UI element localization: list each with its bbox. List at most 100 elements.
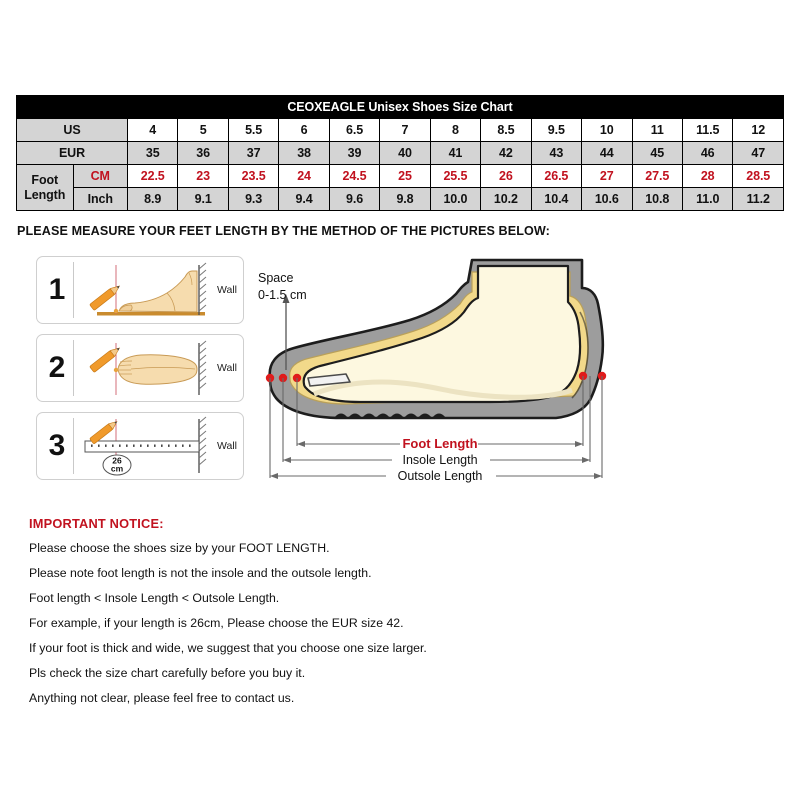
- cell-eur-3: 38: [278, 141, 330, 165]
- notice-line-2: Foot length < Insole Length < Outsole Le…: [29, 591, 280, 605]
- row-label-us: US: [16, 118, 128, 142]
- size-chart-table: CEOXEAGLE Unisex Shoes Size Chart US 4 5…: [16, 95, 784, 211]
- important-notice-block: IMPORTANT NOTICE: Please choose the shoe…: [29, 516, 549, 716]
- cell-us-11: 11.5: [681, 118, 734, 142]
- cell-cm-11: 28: [681, 164, 734, 188]
- step-2-wall-label: Wall: [216, 362, 237, 374]
- step-divider-1: [73, 262, 74, 318]
- cell-cm-7: 26: [480, 164, 532, 188]
- step-divider-2: [73, 340, 74, 396]
- cell-us-12: 12: [732, 118, 784, 142]
- notice-line-6: Anything not clear, please feel free to …: [29, 691, 295, 705]
- step-panel-3: 3: [36, 412, 244, 480]
- cell-inch-3: 9.4: [278, 187, 330, 211]
- row-label-eur: EUR: [16, 141, 128, 165]
- cell-eur-1: 36: [177, 141, 229, 165]
- dimension-insole-length: Insole Length: [283, 453, 590, 467]
- cell-inch-11: 11.0: [681, 187, 734, 211]
- step-number-2: 2: [48, 351, 66, 384]
- cell-inch-0: 8.9: [126, 187, 179, 211]
- foot-length-line2: Length: [24, 187, 66, 202]
- cell-inch-2: 9.3: [227, 187, 280, 211]
- label-foot-length: Foot Length: [402, 436, 477, 451]
- cell-inch-4: 9.6: [328, 187, 381, 211]
- cell-eur-9: 44: [581, 141, 633, 165]
- space-label-line2: 0-1.5 cm: [258, 288, 307, 302]
- cell-eur-2: 37: [227, 141, 280, 165]
- notice-line-4: If your foot is thick and wide, we sugge…: [29, 641, 427, 655]
- table-title-row: CEOXEAGLE Unisex Shoes Size Chart: [16, 95, 784, 119]
- step-panel-2: 2: [36, 334, 244, 402]
- cell-cm-9: 27: [581, 164, 633, 188]
- size-chart-table-wrapper: CEOXEAGLE Unisex Shoes Size Chart US 4 5…: [16, 95, 784, 211]
- step-2-illustration: [75, 335, 243, 401]
- step-divider-3: [73, 418, 74, 474]
- notice-line-3: For example, if your length is 26cm, Ple…: [29, 616, 404, 630]
- cell-us-9: 10: [581, 118, 633, 142]
- cell-us-6: 8: [429, 118, 482, 142]
- cell-cm-1: 23: [177, 164, 229, 188]
- cell-eur-0: 35: [126, 141, 179, 165]
- cell-cm-12: 28.5: [732, 164, 784, 188]
- cell-us-3: 6: [278, 118, 330, 142]
- cell-us-10: 11: [631, 118, 683, 142]
- row-label-cm: CM: [72, 164, 128, 188]
- step-3-callout-unit: cm: [111, 464, 124, 474]
- cell-inch-6: 10.0: [429, 187, 482, 211]
- label-outsole-length: Outsole Length: [398, 469, 483, 483]
- notice-line-5: Pls check the size chart carefully befor…: [29, 666, 306, 680]
- table-row-cm: Foot Length CM 22.5 23 23.5 24 24.5 25 2…: [16, 164, 784, 211]
- row-label-inch: Inch: [72, 187, 128, 211]
- cell-cm-3: 24: [278, 164, 330, 188]
- dimension-foot-length: Foot Length: [297, 436, 583, 451]
- step-number-1: 1: [48, 273, 66, 306]
- cell-cm-2: 23.5: [227, 164, 280, 188]
- cell-us-4: 6.5: [328, 118, 381, 142]
- space-label-line1: Space: [258, 271, 294, 285]
- cell-eur-4: 39: [328, 141, 381, 165]
- cell-us-1: 5: [177, 118, 229, 142]
- shoe-cross-section-diagram: Space 0-1.5 cm: [250, 252, 670, 502]
- cell-eur-8: 43: [530, 141, 583, 165]
- cell-us-2: 5.5: [227, 118, 280, 142]
- measure-instruction-headline: PLEASE MEASURE YOUR FEET LENGTH BY THE M…: [17, 224, 550, 238]
- cell-eur-11: 46: [681, 141, 734, 165]
- notice-line-1: Please note foot length is not the insol…: [29, 566, 372, 580]
- cell-us-0: 4: [126, 118, 179, 142]
- cell-inch-12: 11.2: [732, 187, 784, 211]
- step-3-callout-value: 26: [112, 456, 122, 466]
- cell-us-5: 7: [379, 118, 431, 142]
- cell-inch-8: 10.4: [530, 187, 583, 211]
- step-3-wall-label: Wall: [216, 440, 237, 452]
- table-row-eur: EUR 35 36 37 38 39 40 41 42 43 44 45 46 …: [16, 141, 784, 165]
- step-3-illustration: 26 cm: [75, 413, 243, 479]
- chart-title: CEOXEAGLE Unisex Shoes Size Chart: [16, 95, 784, 119]
- cell-inch-9: 10.6: [581, 187, 633, 211]
- cell-cm-0: 22.5: [126, 164, 179, 188]
- cell-us-7: 8.5: [480, 118, 532, 142]
- shoe-svg: Foot Length Insole Length Outsole Length: [265, 258, 607, 483]
- cell-cm-4: 24.5: [328, 164, 381, 188]
- cell-cm-5: 25: [379, 164, 431, 188]
- cell-inch-10: 10.8: [631, 187, 683, 211]
- step-1-illustration: [75, 257, 243, 323]
- step-number-3: 3: [48, 429, 66, 462]
- step-panel-1: 1: [36, 256, 244, 324]
- step-1-wall-label: Wall: [216, 284, 237, 296]
- cell-inch-7: 10.2: [480, 187, 532, 211]
- space-label: Space 0-1.5 cm: [258, 270, 307, 304]
- foot-length-line1: Foot: [31, 172, 59, 187]
- label-insole-length: Insole Length: [402, 453, 477, 467]
- space-arrow-head: [282, 294, 290, 303]
- measurement-steps: 1: [36, 256, 248, 490]
- cell-eur-10: 45: [631, 141, 683, 165]
- notice-line-0: Please choose the shoes size by your FOO…: [29, 541, 330, 555]
- cell-eur-7: 42: [480, 141, 532, 165]
- table-row-inch: Inch 8.9 9.1 9.3 9.4 9.6 9.8 10.0 10.2 1…: [17, 187, 784, 211]
- cell-cm-10: 27.5: [631, 164, 683, 188]
- cell-eur-5: 40: [379, 141, 431, 165]
- cell-eur-12: 47: [732, 141, 784, 165]
- cell-inch-1: 9.1: [177, 187, 229, 211]
- cell-eur-6: 41: [429, 141, 482, 165]
